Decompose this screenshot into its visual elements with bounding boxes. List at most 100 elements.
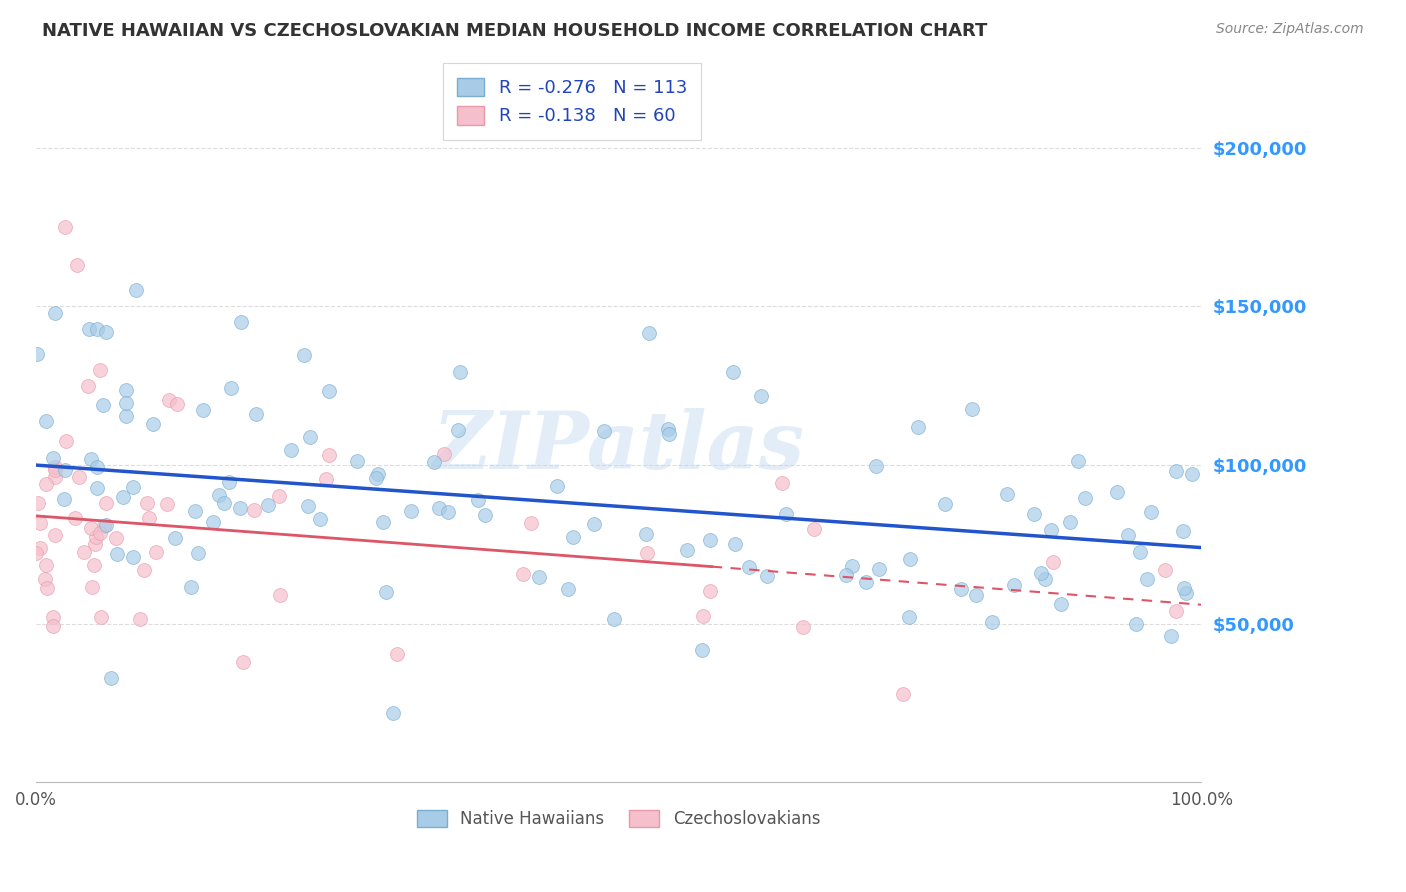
Point xyxy=(1136,573,1159,587)
Point xyxy=(582,517,605,532)
Point xyxy=(93,518,115,533)
Point xyxy=(125,283,148,297)
Point xyxy=(447,423,470,437)
Point xyxy=(84,537,107,551)
Point xyxy=(675,542,697,557)
Point xyxy=(53,220,76,235)
Point xyxy=(115,409,138,423)
Point xyxy=(35,414,58,428)
Point xyxy=(86,481,108,495)
Point xyxy=(318,384,340,398)
Point xyxy=(658,427,681,442)
Point xyxy=(42,610,65,624)
Point xyxy=(269,588,291,602)
Point xyxy=(636,546,658,560)
Point xyxy=(1042,555,1064,569)
Point xyxy=(86,321,108,335)
Point xyxy=(297,500,319,514)
Point xyxy=(934,497,956,511)
Point xyxy=(42,451,65,466)
Point xyxy=(44,306,66,320)
Point xyxy=(83,558,105,572)
Point xyxy=(318,448,340,462)
Point xyxy=(166,397,188,411)
Point xyxy=(191,402,214,417)
Point xyxy=(243,502,266,516)
Point xyxy=(229,500,252,515)
Point xyxy=(35,558,58,573)
Point xyxy=(1049,597,1071,611)
Point xyxy=(855,574,877,589)
Point xyxy=(292,348,315,362)
Point xyxy=(898,552,921,566)
Point xyxy=(25,347,48,361)
Point xyxy=(546,479,568,493)
Point xyxy=(67,469,90,483)
Point xyxy=(792,620,814,634)
Point xyxy=(44,460,66,475)
Point xyxy=(449,365,471,379)
Point xyxy=(77,378,100,392)
Point xyxy=(142,417,165,431)
Point xyxy=(657,422,679,436)
Point xyxy=(603,612,626,626)
Point xyxy=(80,580,103,594)
Point xyxy=(309,512,332,526)
Point xyxy=(1164,464,1187,478)
Point xyxy=(115,395,138,409)
Point xyxy=(35,477,58,491)
Point xyxy=(218,475,240,489)
Point xyxy=(89,363,111,377)
Point xyxy=(44,470,66,484)
Point xyxy=(100,672,122,686)
Point xyxy=(27,496,49,510)
Point xyxy=(692,643,714,657)
Point xyxy=(1153,563,1175,577)
Point xyxy=(232,655,254,669)
Point xyxy=(385,647,408,661)
Point xyxy=(381,706,404,720)
Point xyxy=(803,522,825,536)
Point xyxy=(122,549,145,564)
Point xyxy=(756,569,779,583)
Point xyxy=(1174,585,1197,599)
Point xyxy=(437,505,460,519)
Point xyxy=(467,493,489,508)
Point xyxy=(86,530,108,544)
Point xyxy=(636,527,658,541)
Point xyxy=(94,496,117,510)
Point xyxy=(835,567,858,582)
Point xyxy=(699,533,721,547)
Point xyxy=(280,443,302,458)
Point xyxy=(1128,545,1150,559)
Point xyxy=(738,559,761,574)
Point xyxy=(77,322,100,336)
Point xyxy=(145,545,167,559)
Point xyxy=(527,570,550,584)
Point xyxy=(1125,617,1147,632)
Point xyxy=(129,612,152,626)
Point xyxy=(562,530,585,544)
Point xyxy=(1105,485,1128,500)
Point xyxy=(1166,604,1188,618)
Point xyxy=(180,580,202,594)
Point xyxy=(34,572,56,586)
Point xyxy=(1160,629,1182,643)
Point xyxy=(93,398,115,412)
Point xyxy=(868,562,890,576)
Point xyxy=(346,454,368,468)
Text: NATIVE HAWAIIAN VS CZECHOSLOVAKIAN MEDIAN HOUSEHOLD INCOME CORRELATION CHART: NATIVE HAWAIIAN VS CZECHOSLOVAKIAN MEDIA… xyxy=(42,22,987,40)
Point xyxy=(724,537,747,551)
Point xyxy=(367,467,389,482)
Point xyxy=(770,475,793,490)
Point xyxy=(156,497,179,511)
Point xyxy=(897,609,920,624)
Point xyxy=(80,521,103,535)
Point xyxy=(157,392,180,407)
Point xyxy=(89,526,111,541)
Point xyxy=(73,545,96,559)
Point xyxy=(519,516,541,531)
Point xyxy=(433,447,456,461)
Point xyxy=(219,381,242,395)
Point xyxy=(692,609,714,624)
